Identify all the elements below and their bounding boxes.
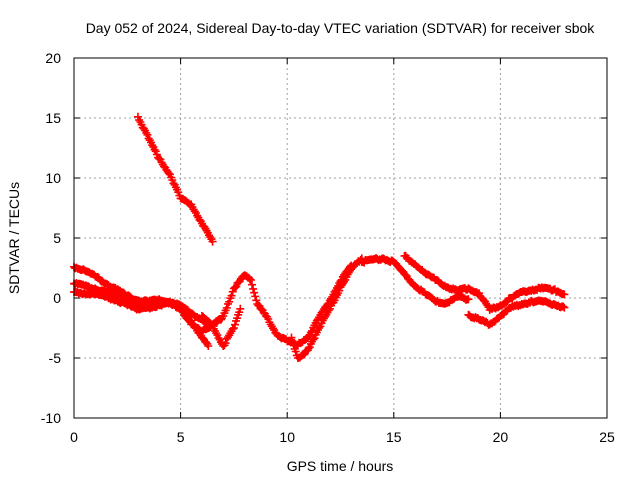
data-point-fill bbox=[309, 335, 318, 344]
data-point-fill bbox=[249, 284, 258, 293]
data-point-fill bbox=[202, 338, 211, 347]
data-point-fill bbox=[408, 279, 417, 288]
grid-lines bbox=[74, 58, 607, 418]
data-point-fill bbox=[463, 295, 472, 304]
data-point-fill bbox=[148, 141, 157, 150]
chart-title: Day 052 of 2024, Sidereal Day-to-day VTE… bbox=[86, 20, 596, 36]
data-point-fill bbox=[99, 278, 108, 287]
data-point-fill bbox=[206, 319, 215, 328]
data-point-fill bbox=[430, 296, 439, 305]
series-arc-3 bbox=[70, 261, 356, 350]
y-tick-label: 15 bbox=[45, 110, 61, 126]
data-point-fill bbox=[164, 169, 173, 178]
x-tick-label: 5 bbox=[177, 429, 185, 445]
data-point-fill bbox=[196, 217, 205, 226]
x-tick-label: 25 bbox=[599, 429, 615, 445]
data-point-fill bbox=[252, 296, 261, 305]
data-point-fill bbox=[235, 308, 244, 317]
data-point-fill bbox=[244, 273, 253, 282]
data-point-fill bbox=[268, 324, 277, 333]
x-tick-label: 10 bbox=[279, 429, 295, 445]
data-point-fill bbox=[230, 320, 239, 329]
data-point-fill bbox=[515, 288, 524, 297]
data-point-fill bbox=[250, 288, 259, 297]
x-axis-label: GPS time / hours bbox=[287, 458, 394, 474]
series-arc-6 bbox=[287, 254, 366, 362]
data-point-fill bbox=[218, 314, 227, 323]
data-point-fill bbox=[203, 339, 212, 348]
data-point-fill bbox=[169, 179, 178, 188]
y-tick-label: -5 bbox=[49, 350, 62, 366]
series-arc-4 bbox=[133, 112, 217, 246]
data-point-fill bbox=[245, 275, 254, 284]
data-point-fill bbox=[163, 167, 172, 176]
y-tick-label: -10 bbox=[41, 410, 61, 426]
data-point-fill bbox=[231, 283, 240, 292]
data-point-fill bbox=[221, 339, 230, 348]
data-point-fill bbox=[288, 337, 297, 346]
data-point-fill bbox=[150, 145, 159, 154]
data-point-fill bbox=[344, 268, 353, 277]
y-tick-label: 5 bbox=[53, 230, 61, 246]
data-point-fill bbox=[184, 316, 193, 325]
data-point-fill bbox=[335, 286, 344, 295]
data-point-fill bbox=[232, 282, 241, 291]
series-arc-8 bbox=[400, 251, 569, 314]
data-point-fill bbox=[291, 347, 300, 356]
data-point-fill bbox=[259, 308, 268, 317]
data-point-fill bbox=[227, 291, 236, 300]
data-point-fill bbox=[302, 334, 311, 343]
data-point-fill bbox=[225, 297, 234, 306]
data-point-fill bbox=[251, 292, 260, 301]
data-point-fill bbox=[472, 288, 481, 297]
data-point-fill bbox=[289, 340, 298, 349]
axis-ticks: 0 5 10 15 20 25 -10 -5 0 5 10 15 20 bbox=[41, 50, 615, 445]
data-point bbox=[287, 333, 296, 342]
data-point-fill bbox=[228, 324, 237, 333]
series-arc-9 bbox=[464, 296, 569, 329]
x-tick-label: 0 bbox=[70, 429, 78, 445]
data-point-fill bbox=[494, 303, 503, 312]
data-point-fill bbox=[214, 334, 223, 343]
data-point-fill bbox=[228, 287, 237, 296]
data-point-fill bbox=[323, 300, 332, 309]
data-point-fill bbox=[143, 130, 152, 139]
data-point-fill bbox=[190, 207, 199, 216]
data-point-fill bbox=[559, 302, 568, 311]
series-arc-5 bbox=[197, 304, 245, 350]
x-tick-label: 15 bbox=[386, 429, 402, 445]
x-tick-label: 20 bbox=[493, 429, 509, 445]
data-point-fill bbox=[559, 289, 568, 298]
data-point-fill bbox=[184, 199, 193, 208]
y-tick-label: 10 bbox=[45, 170, 61, 186]
data-point-fill bbox=[216, 315, 225, 324]
data-point-fill bbox=[398, 266, 407, 275]
y-tick-label: 0 bbox=[53, 290, 61, 306]
series-arc-7 bbox=[357, 254, 473, 308]
data-point-fill bbox=[139, 124, 148, 133]
y-tick-label: 20 bbox=[45, 50, 61, 66]
data-point-fill bbox=[195, 215, 204, 224]
data-point-fill bbox=[248, 280, 257, 289]
data-point-fill bbox=[207, 235, 216, 244]
data-point-fill bbox=[324, 306, 333, 315]
y-axis-label: SDTVAR / TECUs bbox=[6, 182, 22, 294]
data-points bbox=[70, 112, 569, 362]
data-point-fill bbox=[222, 303, 231, 312]
